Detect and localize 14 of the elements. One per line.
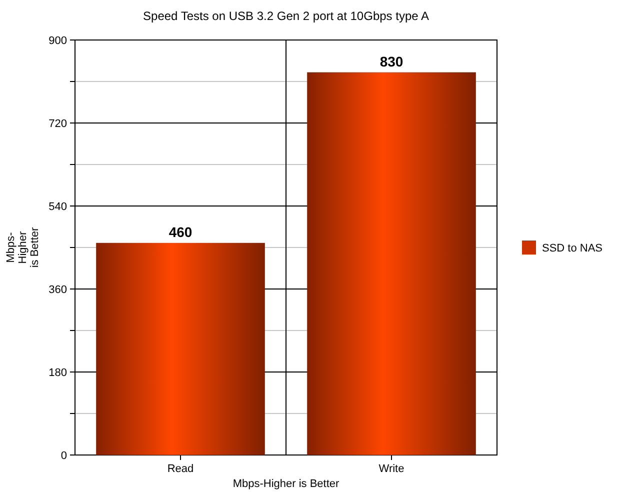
y-tick-label: 720 xyxy=(48,118,67,130)
x-tick-label: Write xyxy=(378,463,404,475)
y-tick-label: 180 xyxy=(48,367,67,379)
chart-title: Speed Tests on USB 3.2 Gen 2 port at 10Gbps type A xyxy=(143,9,429,23)
data-label: 460 xyxy=(168,224,192,240)
legend-label: SSD to NAS xyxy=(542,242,603,254)
x-axis-title: Mbps-Higher is Better xyxy=(232,478,340,490)
y-tick-label: 540 xyxy=(48,201,67,213)
y-tick-label: 900 xyxy=(48,35,67,47)
x-tick-label: Read xyxy=(167,463,194,475)
data-label: 830 xyxy=(380,53,404,70)
y-tick-label: 360 xyxy=(48,284,67,296)
y-tick-label: 0 xyxy=(60,450,67,462)
y-axis-title: Mbps- Higher is Better xyxy=(5,226,41,268)
